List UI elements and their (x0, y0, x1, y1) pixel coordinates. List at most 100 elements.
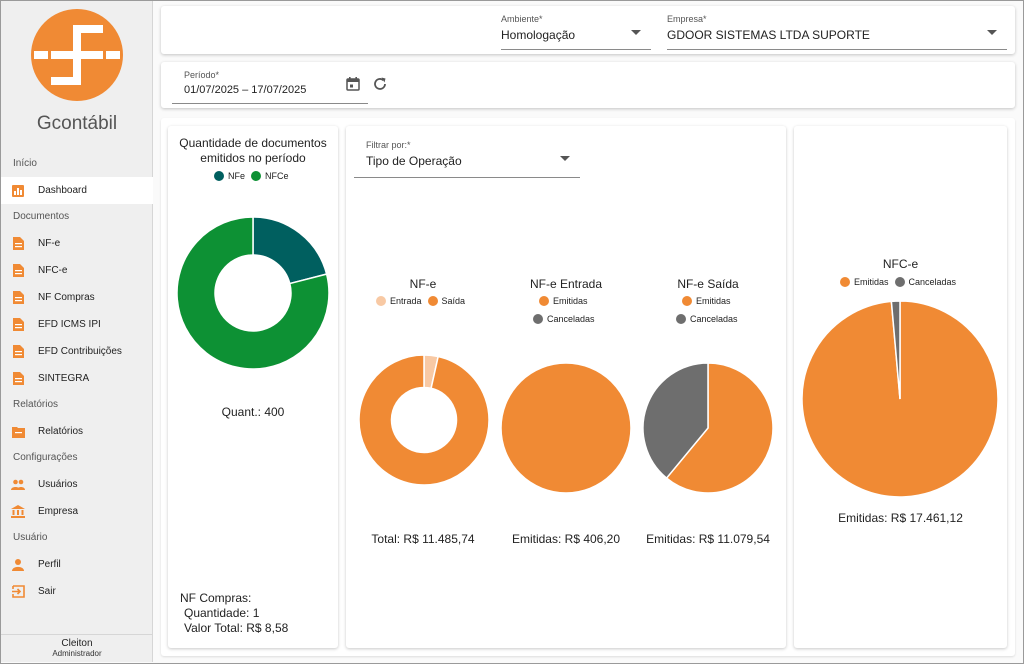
nfe-saida-chart-title: NF-e Saída (677, 277, 739, 291)
documents-quantity-card: Quantidade de documentos emitidos no per… (168, 126, 338, 648)
nfe-saida-legend-canceladas: Canceladas (676, 314, 738, 324)
legend-label: Emitidas (696, 296, 731, 306)
sidebar-nav: Início Dashboard Documentos NF-e NFC-e N… (1, 151, 153, 605)
sidebar-item-dashboard[interactable]: Dashboard (1, 177, 153, 204)
gcontabil-logo (31, 9, 123, 101)
document-icon (11, 264, 25, 278)
sidebar-item-label: NF Compras (38, 292, 95, 303)
nfe-saida-legend-emitidas: Emitidas (682, 296, 731, 306)
user-box: Cleiton Administrador (1, 634, 153, 658)
sidebar-item-relatorios[interactable]: Relatórios (1, 418, 153, 445)
pie-slice-canceladas[interactable] (642, 362, 709, 480)
legend-label: Entrada (390, 296, 422, 306)
nfe-total: Total: R$ 11.485,74 (371, 532, 475, 546)
calendar-icon[interactable] (346, 77, 360, 91)
periodo-value: 01/07/2025 – 17/07/2025 (184, 84, 307, 96)
user-name: Cleiton (61, 638, 93, 649)
sidebar-item-sair[interactable]: Sair (1, 578, 153, 605)
sidebar-item-usuarios[interactable]: Usuários (1, 471, 153, 498)
nfce-pie-chart (801, 300, 999, 498)
sidebar-item-label: NFC-e (38, 265, 68, 276)
legend-label: Canceladas (547, 314, 595, 324)
quantity-title-line2: emitidos no período (200, 151, 306, 165)
person-icon (11, 558, 25, 572)
legend-label: Saída (441, 296, 466, 306)
sidebar-item-label: NF-e (38, 238, 61, 249)
sidebar-item-label: Perfil (38, 559, 61, 570)
chevron-down-icon (560, 156, 570, 161)
section-inicio: Início (13, 158, 37, 169)
filtrar-select[interactable]: Filtrar por:* Tipo de Operação (354, 140, 580, 178)
operation-type-card: Filtrar por:* Tipo de Operação NF-e Entr… (346, 126, 786, 648)
periodo-field[interactable]: Período* 01/07/2025 – 17/07/2025 (172, 70, 368, 104)
empresa-label: Empresa* (667, 14, 707, 24)
legend-dot (214, 171, 224, 181)
brand-name: Gcontábil (36, 113, 118, 134)
filtrar-label: Filtrar por:* (366, 140, 411, 150)
pie-slice-emitidas[interactable] (665, 362, 774, 494)
legend-dot (539, 296, 549, 306)
nfe-entrada-chart-title: NF-e Entrada (529, 277, 603, 291)
pie-slice-nfce[interactable] (176, 216, 330, 370)
sidebar-item-label: EFD Contribuições (38, 346, 122, 357)
nfe-entrada-legend-canceladas: Canceladas (533, 314, 595, 324)
nfce-card: NFC-e Emitidas Canceladas Emitidas: R$ 1… (794, 126, 1007, 648)
pie-slice-emitidas[interactable] (500, 362, 632, 494)
sidebar-item-nfce[interactable]: NFC-e (1, 257, 153, 284)
sidebar-item-empresa[interactable]: Empresa (1, 498, 153, 525)
sidebar-item-nfe[interactable]: NF-e (1, 230, 153, 257)
period-card: Período* 01/07/2025 – 17/07/2025 (161, 62, 1015, 108)
sidebar-item-sintegra[interactable]: SINTEGRA (1, 365, 153, 392)
document-icon (11, 372, 25, 386)
sidebar-item-nf-compras[interactable]: NF Compras (1, 284, 153, 311)
nfe-chart-title: NF-e (409, 277, 437, 291)
empresa-value: GDOOR SISTEMAS LTDA SUPORTE (667, 28, 870, 42)
nfe-donut-chart (358, 354, 490, 486)
section-configuracoes: Configurações (13, 452, 78, 463)
sidebar-item-efd-contribuicoes[interactable]: EFD Contribuições (1, 338, 153, 365)
refresh-icon[interactable] (372, 76, 388, 92)
sidebar-item-label: Sair (38, 586, 56, 597)
legend-dot (682, 296, 692, 306)
document-icon (11, 345, 25, 359)
legend-dot (894, 277, 905, 287)
environment-card: Ambiente* Homologação Empresa* GDOOR SIS… (161, 6, 1015, 54)
section-relatorios: Relatórios (13, 399, 59, 410)
donut-hole (392, 388, 456, 452)
nfe-legend: Entrada Saída (376, 296, 465, 306)
empresa-select[interactable]: Empresa* GDOOR SISTEMAS LTDA SUPORTE (667, 14, 1007, 50)
sidebar-item-efd-icms-ipi[interactable]: EFD ICMS IPI (1, 311, 153, 338)
chevron-down-icon (987, 30, 997, 35)
report-icon (11, 425, 25, 439)
nfce-total: Emitidas: R$ 17.461,12 (838, 511, 963, 525)
quantity-chart-title: Quantidade de documentos emitidos no per… (168, 136, 338, 166)
legend-dot (840, 277, 850, 287)
filtrar-value: Tipo de Operação (366, 154, 462, 168)
ambiente-value: Homologação (501, 28, 576, 42)
legend-dot (376, 296, 386, 306)
pie-slice-canceladas[interactable] (890, 300, 901, 400)
dashboard-icon (11, 184, 25, 198)
legend-label: NFe (228, 171, 246, 181)
sidebar-item-label: Relatórios (38, 426, 84, 437)
pie-slice-saída[interactable] (358, 354, 490, 486)
section-usuario: Usuário (13, 532, 48, 543)
nfe-saida-total: Emitidas: R$ 11.079,54 (646, 532, 770, 546)
quantity-title-line1: Quantidade de documentos (179, 136, 327, 150)
donut-hole (215, 255, 291, 331)
ambiente-select[interactable]: Ambiente* Homologação (501, 14, 651, 50)
sidebar: Gcontábil Início Dashboard Documentos NF… (1, 1, 153, 662)
nfe-entrada-pie-chart (500, 362, 632, 494)
document-icon (11, 318, 25, 332)
quantity-total: Quant.: 400 (221, 405, 285, 419)
legend-label: Canceladas (908, 277, 957, 287)
nfe-entrada-legend-emitidas: Emitidas (539, 296, 588, 306)
legend-dot (427, 296, 438, 306)
legend-label: Emitidas (854, 277, 889, 287)
nf-compras-title: NF Compras: (180, 591, 252, 605)
nf-compras-summary: NF Compras: Quantidade: 1 Valor Total: R… (180, 591, 288, 636)
ambiente-label: Ambiente* (501, 14, 543, 24)
legend-label: Emitidas (553, 296, 588, 306)
sidebar-item-perfil[interactable]: Perfil (1, 551, 153, 578)
document-icon (11, 237, 25, 251)
